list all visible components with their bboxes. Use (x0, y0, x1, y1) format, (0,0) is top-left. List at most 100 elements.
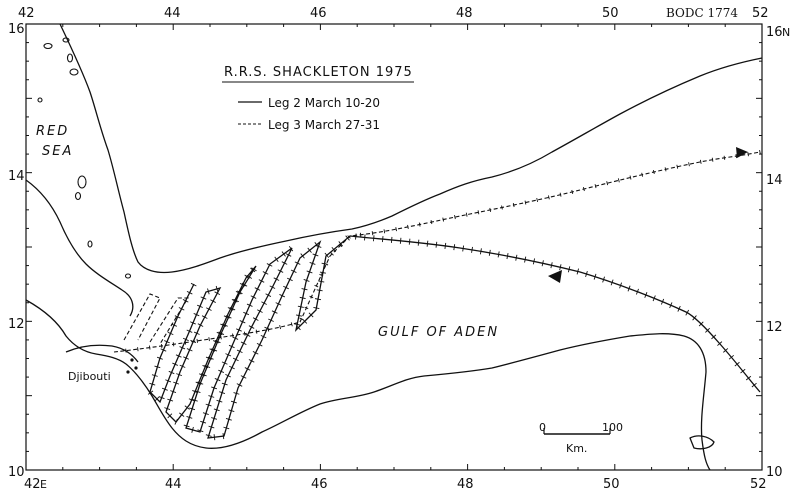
leg-2-tick (290, 269, 297, 273)
leg-3-tick (454, 215, 456, 220)
leg-2-tick (192, 389, 199, 394)
lon-label-44-top: 44 (164, 6, 181, 21)
leg-3-tick (747, 152, 749, 157)
leg-3-tick (149, 345, 151, 350)
leg-2-tick (156, 356, 163, 360)
leg-3-tick (383, 229, 386, 234)
leg-2-tick (268, 318, 274, 322)
leg-3-tick (559, 192, 562, 197)
leg-2-tick (215, 285, 219, 292)
leg-2-tick (373, 235, 375, 242)
leg-2-tick (193, 331, 200, 335)
tadjoura-gulf-coast (65, 344, 139, 363)
leg-3-tick (594, 184, 597, 189)
leg-3-tick (699, 159, 702, 164)
leg-3-tick (184, 340, 187, 345)
leg-2-tick (479, 248, 482, 255)
leg-3-tick (664, 167, 667, 172)
leg-3-tick (319, 273, 324, 277)
leg-2-tick (216, 399, 223, 403)
leg-2-tick (218, 369, 225, 373)
leg-2-tick (299, 296, 306, 300)
lon-label-46-top: 46 (310, 6, 327, 21)
leg-2-tick (652, 295, 656, 302)
leg-2-tick (250, 267, 256, 273)
leg-2-tick (265, 293, 272, 297)
lat-label-14-left: 14 (8, 169, 25, 184)
leg-2-tick (201, 315, 208, 319)
leg-2-tick (179, 412, 185, 417)
island-1 (43, 42, 53, 50)
leg-2-tick (248, 325, 255, 329)
frame-ticks (25, 23, 763, 471)
lon-label-44-bottom: 44 (165, 477, 182, 492)
leg-2-tick (250, 295, 257, 299)
leg-2-tick (285, 253, 292, 257)
island-8 (87, 240, 93, 248)
leg-2-tick (191, 398, 198, 402)
leg-2-tick (313, 307, 320, 310)
leg-2-tick (669, 302, 673, 309)
leg-2-tick (207, 288, 210, 295)
leg-2-tick (236, 383, 243, 387)
leg-2-tick (275, 302, 282, 306)
leg-2-tick (338, 241, 343, 247)
leg-2-tick (164, 407, 171, 411)
leg-2-tick (244, 333, 251, 337)
leg-3-tick (418, 222, 421, 227)
lat-label-16-right: 16 (766, 25, 783, 40)
leg-2-tick (345, 235, 350, 241)
leg-2-tick (295, 325, 301, 331)
leg-3-tick (688, 162, 690, 167)
red-sea-islands (37, 37, 132, 279)
leg-3-tick (652, 169, 655, 175)
leg-3-tick (314, 284, 319, 288)
leg-2-tick (228, 344, 235, 349)
legend: Leg 2 March 10-20 Leg 3 March 27-31 (238, 96, 380, 132)
leg-3-tick (676, 164, 679, 169)
leg-2-tick (164, 340, 170, 344)
leg-2-tick (246, 303, 253, 307)
gulf-of-aden-label: GULF OF ADEN (378, 325, 499, 340)
dot-3 (126, 370, 130, 374)
africa-coastline (25, 299, 711, 471)
leg-2-tick (745, 375, 752, 381)
leg-2-tick (240, 375, 247, 379)
leg-2-tick (154, 396, 160, 402)
leg-3-tick (759, 149, 761, 155)
leg-2-tick (154, 365, 161, 369)
djibouti-label: Djibouti (68, 370, 111, 383)
leg-2-tick (266, 263, 273, 267)
leg-3-tick (442, 217, 445, 222)
leg-2-tick (230, 400, 237, 404)
leg-2-tick (188, 398, 195, 402)
lat-label-12-left: 12 (8, 317, 25, 332)
leg-2-tick (173, 381, 180, 385)
leg-2-tick (213, 434, 216, 441)
leg-2-tick (191, 426, 194, 433)
leg-2-tick (158, 396, 165, 400)
scale-bar: 0 100 Km. (539, 421, 623, 455)
leg-2-tick (193, 313, 200, 317)
leg-2-tick (408, 238, 411, 245)
leg-2-tick (225, 315, 232, 319)
leg-2-tick (303, 279, 310, 282)
leg-3-track (113, 147, 761, 353)
leg-2-tick (194, 390, 201, 393)
leg-2-tick (225, 418, 232, 421)
leg-2-tick (619, 282, 623, 289)
leg-3-tick (299, 317, 304, 321)
leg-2-tick (269, 285, 276, 289)
leg-2-tick (308, 312, 314, 318)
leg-2-tick (559, 264, 562, 271)
lat-label-12-right: 12 (766, 320, 783, 335)
leg-2-tick (728, 354, 735, 360)
leg-2-tick (723, 348, 729, 353)
leg-2-tick (541, 260, 544, 267)
legend-leg-3-label: Leg 3 March 27-31 (268, 118, 380, 132)
leg-2-tick (221, 361, 228, 365)
leg-2-tick (593, 273, 597, 280)
leg-3-tick (304, 306, 309, 310)
top-longitude-labels: 42 44 46 48 50 52 (18, 6, 769, 21)
leg-2-tick (182, 337, 189, 342)
